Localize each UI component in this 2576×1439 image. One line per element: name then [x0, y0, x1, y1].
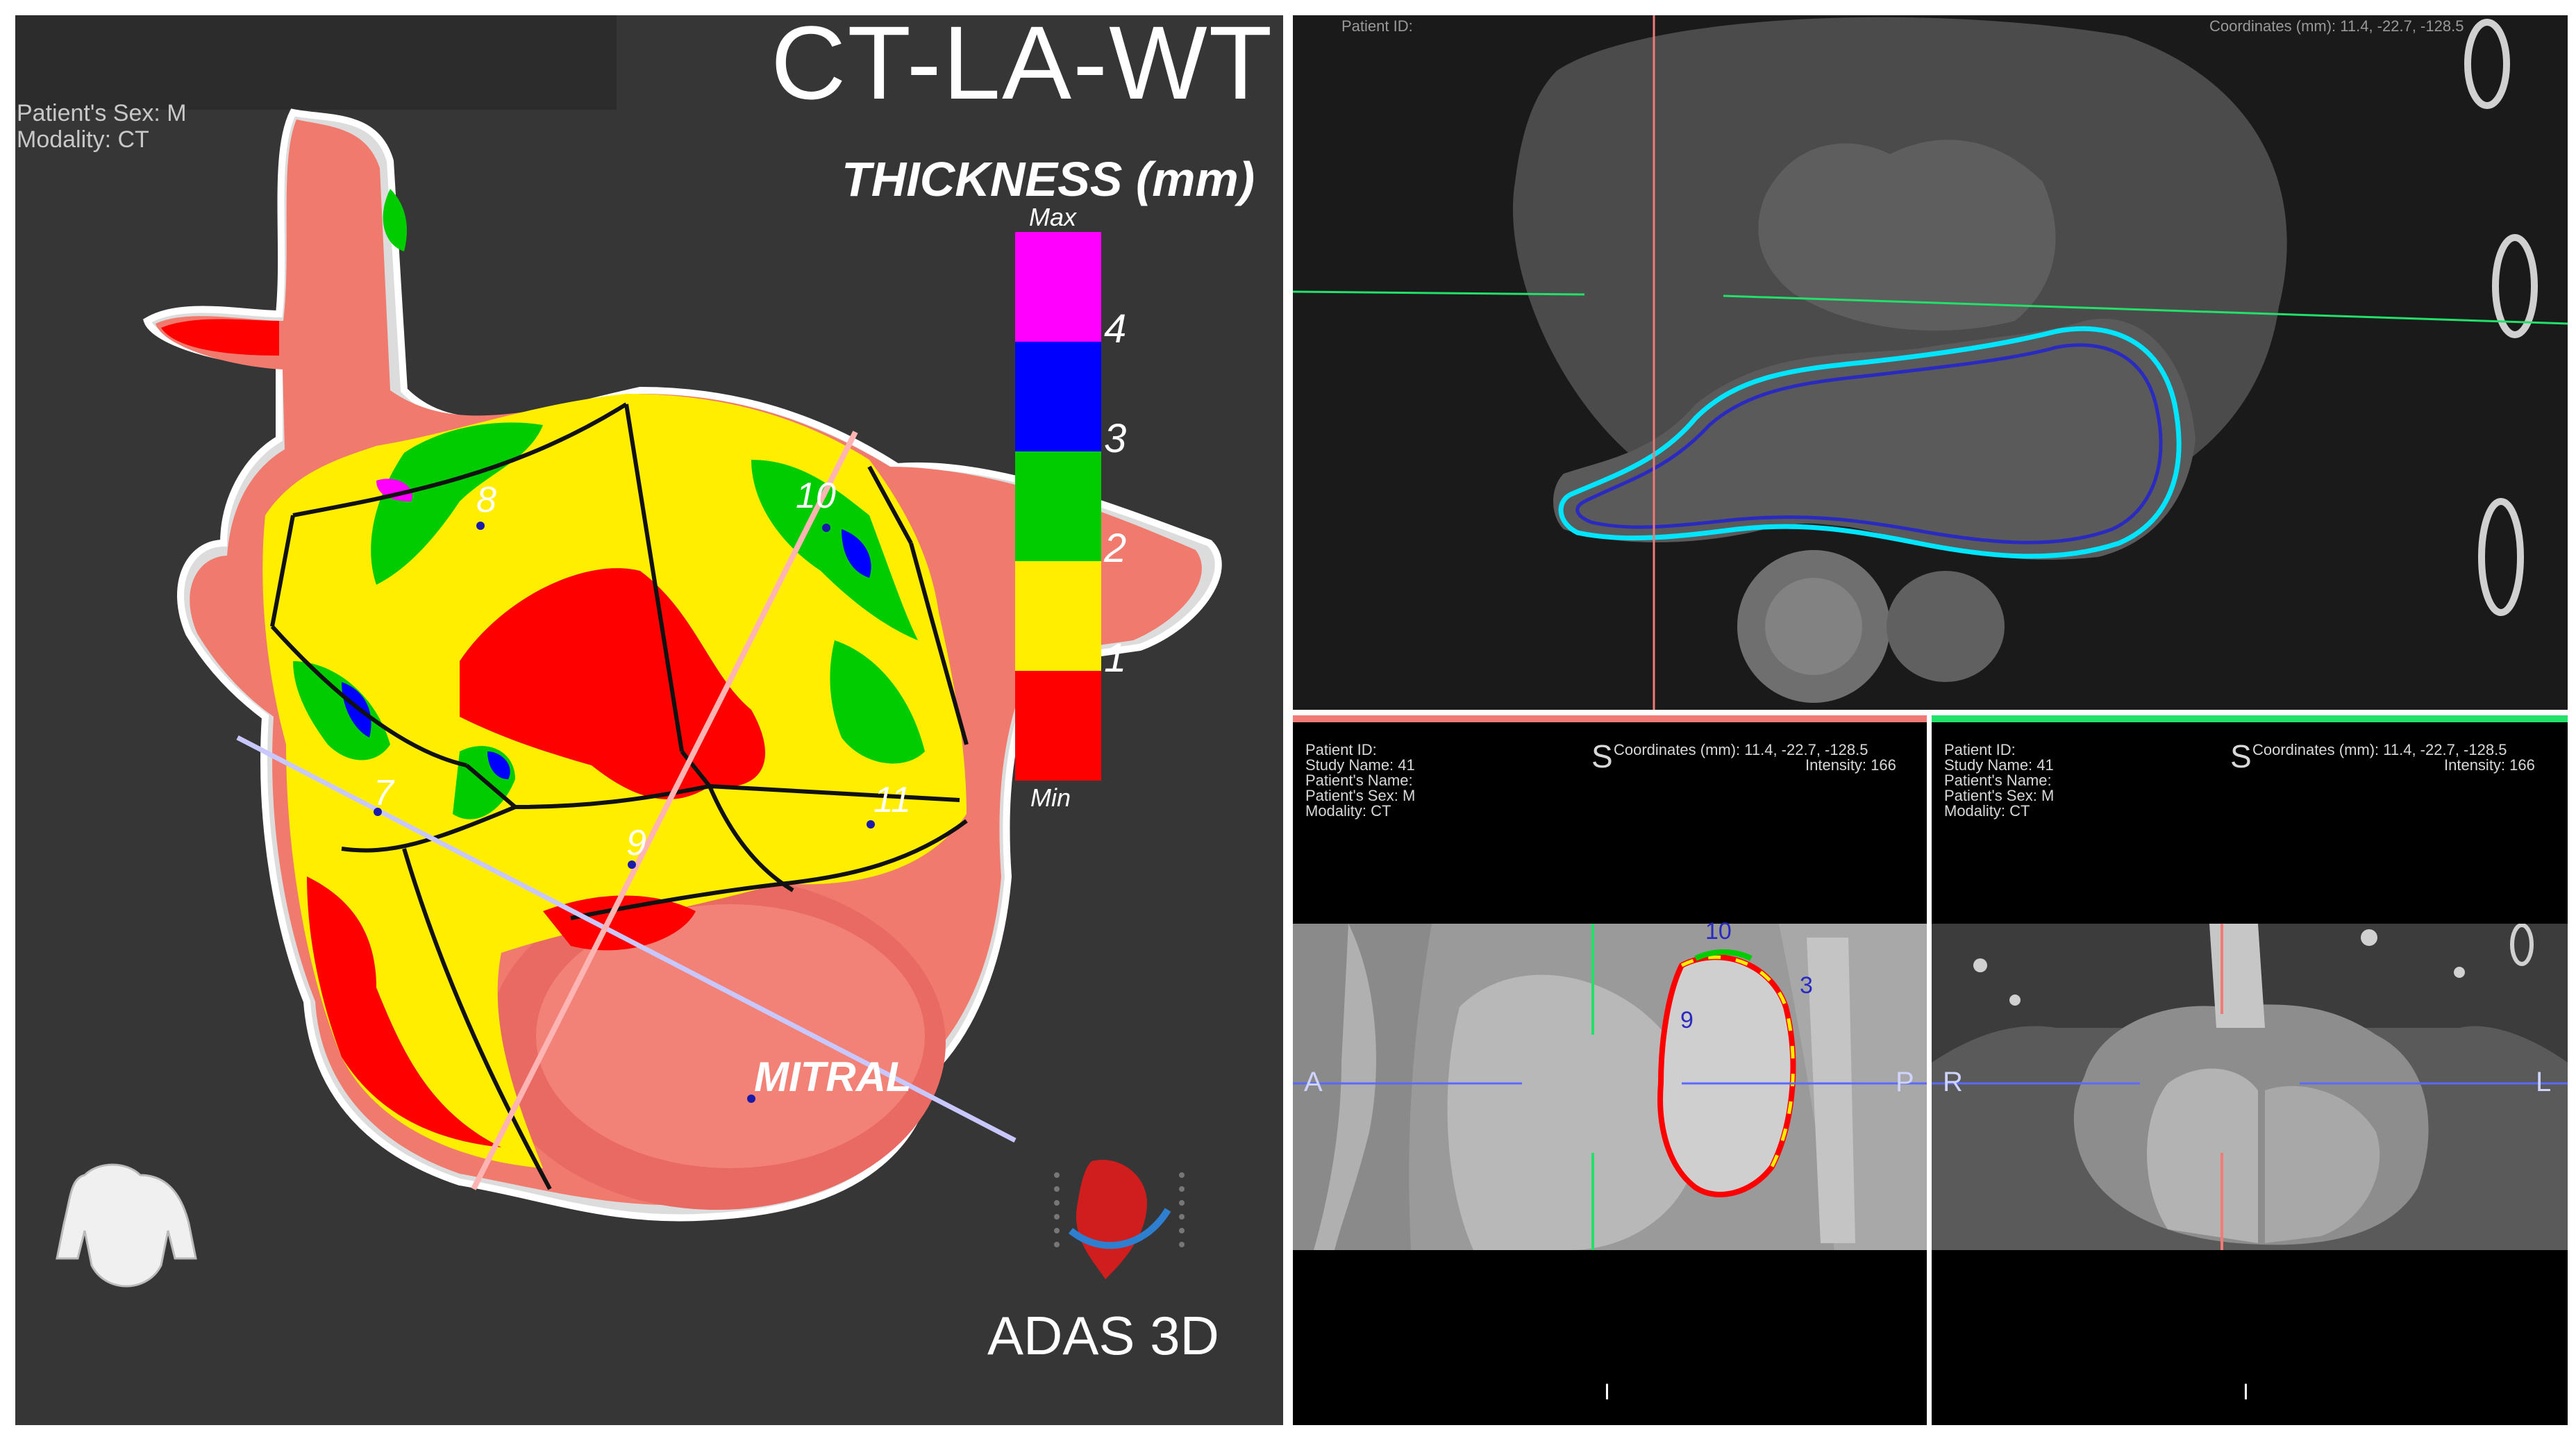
axial-header-right: Coordinates (mm): 11.4, -22.7, -128.5	[2209, 17, 2464, 35]
scale-title: THICKNESS (mm)	[842, 152, 1255, 206]
coronal-ct-image[interactable]	[1932, 924, 2568, 1250]
patient-sex-text: Patient's Sex: M	[17, 100, 187, 126]
brand-text: ADAS 3D	[987, 1305, 1219, 1366]
scale-band-0	[1015, 671, 1101, 781]
sagittal-info-4: Modality: CT	[1305, 802, 1391, 820]
sagittal-info-3: Patient's Sex: M	[1305, 787, 1416, 804]
sagittal-info-1: Study Name: 41	[1305, 756, 1415, 774]
coronal-info-4: Modality: CT	[1944, 802, 2030, 820]
coronal-info-0: Patient ID:	[1944, 741, 2016, 758]
mitral-label: MITRAL	[754, 1054, 912, 1100]
axial-header-left: Patient ID:	[1341, 17, 1413, 35]
segment-label-8: 8	[476, 480, 496, 520]
sagittal-ct-view[interactable]: Patient ID: Study Name: 41 Patient's Nam…	[1293, 715, 1927, 1425]
segment-label-9: 9	[626, 823, 646, 863]
scale-band-4	[1015, 232, 1101, 342]
app-title: CT-LA-WT	[771, 15, 1274, 121]
scale-band-1	[1015, 561, 1101, 671]
sagittal-orient-right: P	[1896, 1067, 1914, 1097]
adas-logo-icon	[1054, 1160, 1185, 1279]
3d-render-panel[interactable]: Patient's Sex: M Modality: CT CT-LA-WT	[15, 15, 1283, 1425]
scale-tick-1: 1	[1104, 635, 1127, 681]
sagittal-ct-image[interactable]	[1293, 924, 1927, 1250]
coronal-info-2: Patient's Name:	[1944, 772, 2052, 789]
sagittal-view-bar	[1293, 715, 1927, 722]
sagittal-label-3: 3	[1800, 972, 1813, 999]
coronal-intensity: Intensity: 166	[2444, 756, 2535, 774]
sagittal-s-marker: S	[1591, 738, 1613, 774]
scale-min-label: Min	[1030, 783, 1071, 812]
sagittal-label-9: 9	[1680, 1007, 1693, 1033]
torso-orientation-icon	[56, 1163, 197, 1288]
coronal-orient-right: L	[2536, 1067, 2552, 1097]
thickness-color-scale	[1015, 232, 1101, 781]
sagittal-intensity: Intensity: 166	[1805, 756, 1896, 774]
sagittal-orient-bottom: I	[1604, 1379, 1610, 1404]
coronal-orient-bottom: I	[2243, 1379, 2249, 1404]
segment-label-10: 10	[796, 476, 836, 516]
coronal-ct-view[interactable]: Patient ID: Study Name: 41 Patient's Nam…	[1932, 715, 2568, 1425]
coronal-info-1: Study Name: 41	[1944, 756, 2054, 774]
coronal-orient-left: R	[1943, 1067, 1963, 1097]
heart-3d-model[interactable]	[15, 15, 1283, 1425]
modality-text: Modality: CT	[17, 126, 149, 153]
sagittal-label-10: 10	[1705, 918, 1732, 945]
overlay-box	[15, 15, 617, 110]
scale-tick-2: 2	[1104, 526, 1127, 571]
scale-tick-4: 4	[1104, 306, 1127, 351]
segment-label-7: 7	[374, 773, 394, 813]
scale-max-label: Max	[1029, 203, 1077, 231]
segment-label-11: 11	[873, 780, 911, 820]
axial-ct-view[interactable]: Patient ID: Coordinates (mm): 11.4, -22.…	[1293, 15, 2568, 710]
coronal-info-3: Patient's Sex: M	[1944, 787, 2055, 804]
scale-band-2	[1015, 451, 1101, 561]
coronal-s-marker: S	[2230, 738, 2252, 774]
scale-band-3	[1015, 342, 1101, 451]
sagittal-coords: Coordinates (mm): 11.4, -22.7, -128.5	[1614, 741, 1868, 758]
sagittal-info-2: Patient's Name:	[1305, 772, 1413, 789]
axial-ct-image[interactable]	[1293, 15, 2568, 710]
sagittal-info-0: Patient ID:	[1305, 741, 1377, 758]
scale-tick-3: 3	[1104, 416, 1127, 461]
coronal-coords: Coordinates (mm): 11.4, -22.7, -128.5	[2252, 741, 2507, 758]
coronal-view-bar	[1932, 715, 2568, 722]
sagittal-orient-left: A	[1304, 1067, 1323, 1097]
